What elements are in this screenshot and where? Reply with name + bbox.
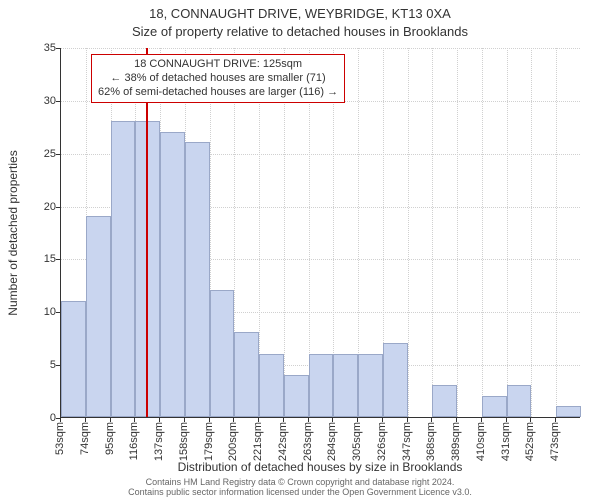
x-tick-label: 263sqm: [302, 422, 314, 461]
gridline-v: [284, 48, 285, 417]
footer-line2: Contains public sector information licen…: [128, 487, 472, 497]
y-tick-mark: [56, 312, 60, 313]
histogram-bar: [556, 406, 581, 417]
annotation-line1: 18 CONNAUGHT DRIVE: 125sqm: [134, 58, 302, 70]
gridline-v: [457, 48, 458, 417]
histogram-bar: [259, 354, 284, 417]
annotation-line2: ← 38% of detached houses are smaller (71…: [110, 72, 325, 84]
x-tick-label: 452sqm: [524, 422, 536, 461]
x-tick-label: 95sqm: [104, 422, 116, 455]
x-tick-label: 389sqm: [450, 422, 462, 461]
y-tick-label: 25: [16, 148, 56, 160]
histogram-bar: [333, 354, 358, 417]
gridline-v: [531, 48, 532, 417]
chart-title-main: 18, CONNAUGHT DRIVE, WEYBRIDGE, KT13 0XA: [0, 6, 600, 21]
x-tick-label: 326sqm: [376, 422, 388, 461]
y-tick-mark: [56, 101, 60, 102]
gridline-h: [61, 48, 580, 49]
histogram-bar: [383, 343, 408, 417]
y-tick-mark: [56, 48, 60, 49]
histogram-bar: [210, 290, 235, 417]
x-tick-label: 53sqm: [54, 422, 66, 455]
histogram-bar: [284, 375, 309, 417]
x-tick-label: 410sqm: [475, 422, 487, 461]
x-tick-label: 200sqm: [227, 422, 239, 461]
y-tick-label: 35: [16, 42, 56, 54]
histogram-bar: [86, 216, 111, 417]
x-tick-label: 179sqm: [203, 422, 215, 461]
x-tick-label: 347sqm: [401, 422, 413, 461]
gridline-v: [556, 48, 557, 417]
y-tick-label: 20: [16, 201, 56, 213]
y-tick-label: 0: [16, 412, 56, 424]
gridline-v: [507, 48, 508, 417]
x-tick-label: 431sqm: [500, 422, 512, 461]
histogram-bar: [185, 142, 210, 417]
annotation-line3: 62% of semi-detached houses are larger (…: [98, 86, 338, 98]
x-tick-label: 242sqm: [277, 422, 289, 461]
x-tick-label: 116sqm: [128, 422, 140, 460]
footer-attribution: Contains HM Land Registry data © Crown c…: [0, 478, 600, 498]
x-axis-label: Distribution of detached houses by size …: [60, 460, 580, 474]
histogram-bar: [61, 301, 86, 417]
x-tick-label: 74sqm: [79, 422, 91, 455]
y-tick-label: 15: [16, 253, 56, 265]
histogram-bar: [111, 121, 136, 417]
histogram-bar: [358, 354, 383, 417]
histogram-bar: [234, 332, 259, 417]
y-tick-label: 10: [16, 306, 56, 318]
y-tick-mark: [56, 259, 60, 260]
y-tick-mark: [56, 365, 60, 366]
x-tick-label: 158sqm: [178, 422, 190, 461]
y-tick-label: 30: [16, 95, 56, 107]
histogram-bar: [309, 354, 334, 417]
histogram-bar: [507, 385, 532, 417]
plot-area: 18 CONNAUGHT DRIVE: 125sqm ← 38% of detac…: [60, 48, 580, 418]
footer-line1: Contains HM Land Registry data © Crown c…: [146, 477, 455, 487]
y-tick-label: 5: [16, 359, 56, 371]
y-tick-mark: [56, 154, 60, 155]
x-tick-label: 368sqm: [425, 422, 437, 461]
y-tick-mark: [56, 207, 60, 208]
chart-title-sub: Size of property relative to detached ho…: [0, 24, 600, 39]
x-tick-label: 137sqm: [153, 422, 165, 461]
x-tick-label: 284sqm: [326, 422, 338, 461]
annotation-box: 18 CONNAUGHT DRIVE: 125sqm ← 38% of detac…: [91, 54, 345, 103]
histogram-bar: [432, 385, 457, 417]
x-tick-label: 473sqm: [549, 422, 561, 461]
property-marker-line: [146, 48, 148, 417]
histogram-bar: [482, 396, 507, 417]
gridline-v: [482, 48, 483, 417]
x-tick-label: 305sqm: [351, 422, 363, 461]
x-tick-label: 221sqm: [252, 422, 264, 461]
histogram-bar: [160, 132, 185, 417]
gridline-v: [408, 48, 409, 417]
chart-container: 18, CONNAUGHT DRIVE, WEYBRIDGE, KT13 0XA…: [0, 0, 600, 500]
gridline-v: [432, 48, 433, 417]
